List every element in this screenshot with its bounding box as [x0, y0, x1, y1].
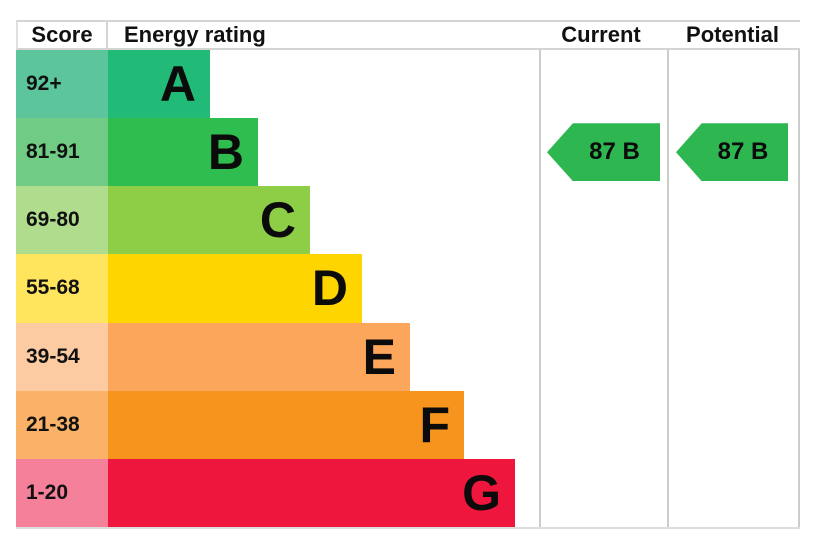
rating-bar: D	[108, 254, 362, 323]
rating-bar: G	[108, 458, 515, 527]
score-range: 55-68	[26, 276, 80, 300]
score-range: 81-91	[26, 140, 80, 164]
potential-header: Potential	[686, 22, 779, 47]
rating-row-c: 69-80 C	[16, 186, 539, 255]
rating-row-e: 39-54 E	[16, 322, 539, 391]
rating-letter: G	[462, 464, 501, 521]
score-range: 21-38	[26, 412, 80, 436]
rating-letter: C	[259, 192, 296, 249]
rating-row-f: 21-38 F	[16, 390, 539, 459]
score-cell: 21-38	[16, 390, 108, 459]
score-range: 39-54	[26, 344, 80, 368]
rating-letter: B	[207, 124, 244, 181]
rating-bar: C	[108, 186, 310, 255]
score-range: 1-20	[26, 480, 69, 504]
rating-letter: E	[362, 328, 396, 385]
rating-bar: F	[108, 390, 464, 459]
score-range: 92+	[26, 72, 62, 96]
potential-column	[667, 20, 800, 527]
rating-letter: A	[159, 56, 196, 113]
score-cell: 69-80	[16, 186, 108, 255]
rating-table: Score Energy rating Current Potential 92…	[16, 20, 800, 529]
score-cell: 55-68	[16, 254, 108, 323]
table-header: Score Energy rating Current Potential	[16, 20, 800, 50]
current-rating-arrow: 87 B	[547, 123, 660, 182]
score-cell: 92+	[16, 50, 108, 119]
rating-row-g: 1-20 G	[16, 458, 539, 527]
rating-row-d: 55-68 D	[16, 254, 539, 323]
rating-bar: A	[108, 50, 210, 119]
rating-bar: B	[108, 118, 258, 187]
current-column	[539, 20, 667, 527]
rating-row-a: 92+ A	[16, 50, 539, 119]
rating-bar: E	[108, 322, 410, 391]
score-range: 69-80	[26, 208, 80, 232]
score-cell: 39-54	[16, 322, 108, 391]
rating-row-b: 81-91 B	[16, 118, 539, 187]
current-header: Current	[561, 22, 641, 47]
potential-rating-arrow: 87 B	[676, 123, 788, 182]
rating-letter: F	[419, 396, 450, 453]
score-header: Score	[18, 22, 108, 48]
score-cell: 1-20	[16, 458, 108, 527]
rating-letter: D	[311, 260, 348, 317]
rating-rows: 92+ A 81-91 B 69-80 C 55-68 D 39-54	[16, 50, 539, 527]
energy-rating-header: Energy rating	[124, 22, 266, 47]
score-cell: 81-91	[16, 118, 108, 187]
